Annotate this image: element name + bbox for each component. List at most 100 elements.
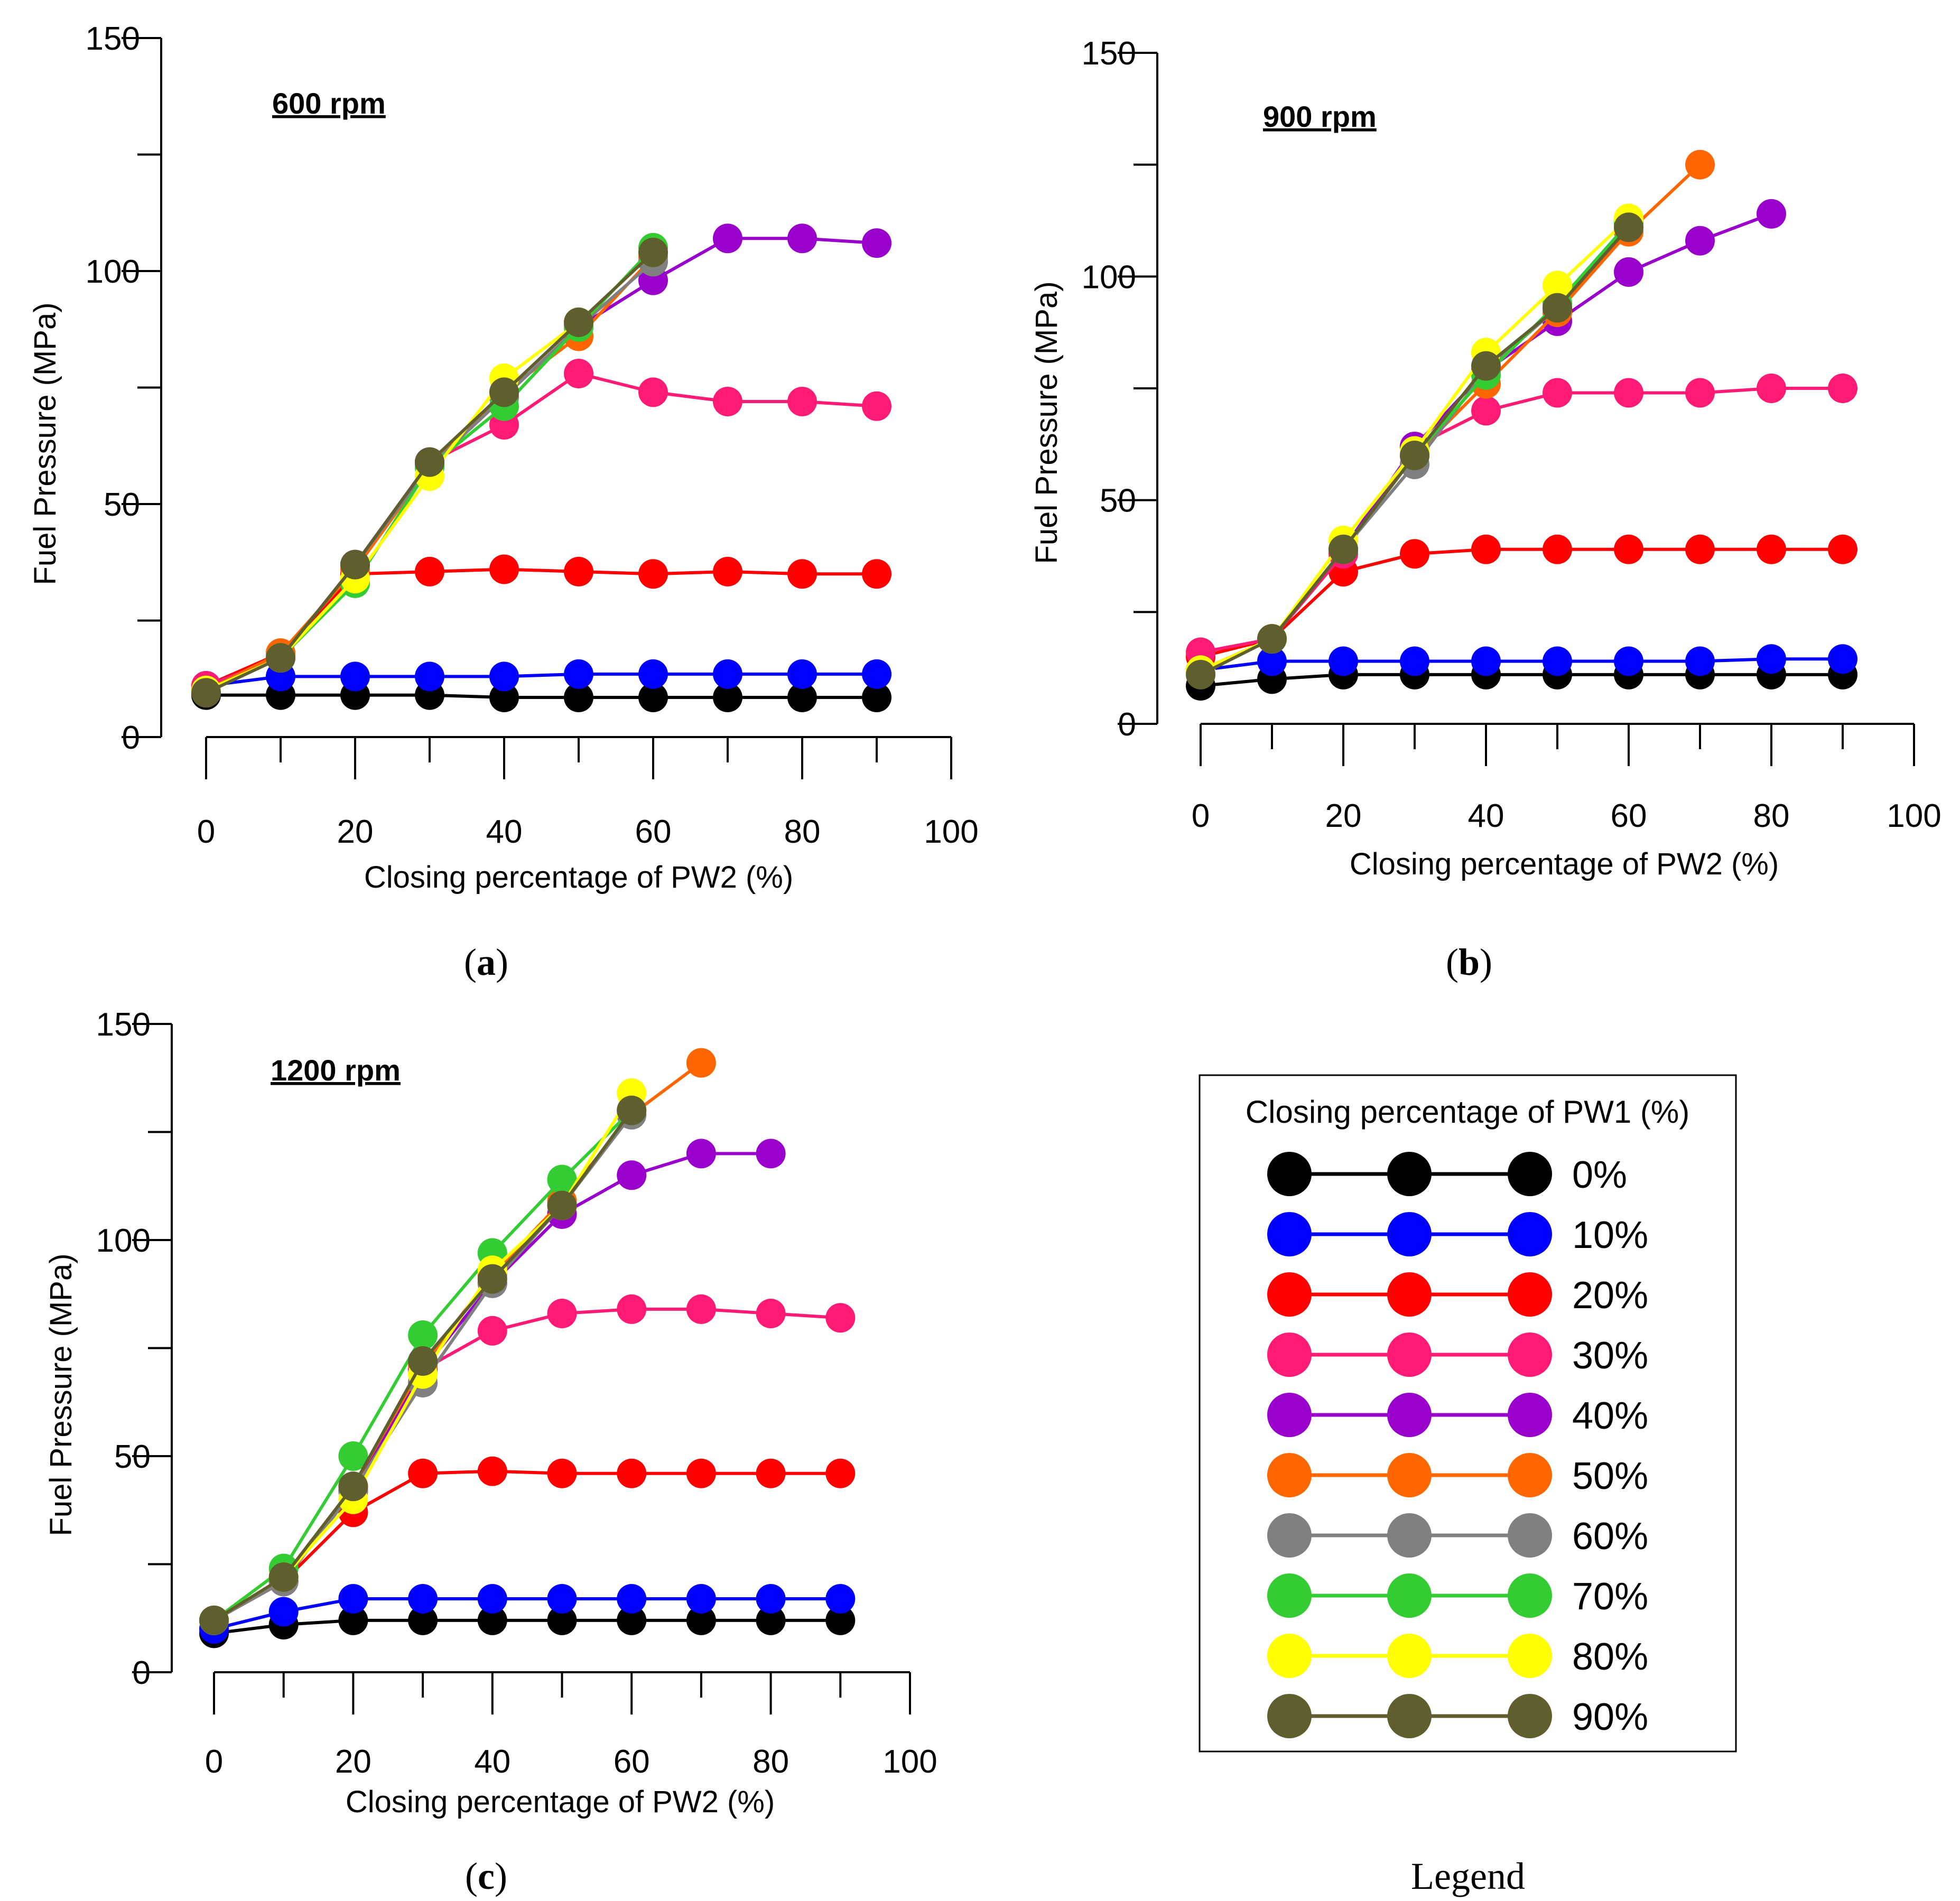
data-point xyxy=(638,237,668,267)
data-point xyxy=(477,1583,507,1614)
axes-a: 0 50 100 150 0 20 40 60 80 100 xyxy=(86,21,979,850)
data-point xyxy=(477,1316,507,1346)
data-point xyxy=(547,1299,577,1329)
legend-entry-30pct: 30% xyxy=(1267,1332,1648,1377)
series-line xyxy=(206,672,877,687)
series-b-10pct xyxy=(1186,644,1857,685)
legend-marker xyxy=(1267,1393,1312,1437)
data-point xyxy=(1186,659,1215,689)
legend-entry-60pct: 60% xyxy=(1267,1513,1648,1558)
legend-label: 50% xyxy=(1572,1455,1648,1497)
legend-marker xyxy=(1267,1694,1312,1738)
series-line xyxy=(213,1307,841,1622)
data-point xyxy=(638,559,668,589)
data-point xyxy=(338,1441,368,1471)
data-point xyxy=(547,1190,577,1220)
legend-marker xyxy=(1508,1573,1552,1618)
data-point xyxy=(1614,534,1643,564)
data-point xyxy=(1471,534,1501,564)
series-line xyxy=(213,1152,771,1622)
legend-marker xyxy=(1267,1513,1312,1558)
legend-marker xyxy=(1267,1634,1312,1678)
legend-marker xyxy=(1387,1513,1432,1558)
data-point xyxy=(617,1583,647,1614)
data-point xyxy=(477,1264,507,1294)
data-point xyxy=(1471,351,1501,381)
data-point xyxy=(1685,646,1715,676)
data-point xyxy=(547,1458,577,1488)
data-point xyxy=(756,1299,786,1329)
x-tick-label-b: 0 xyxy=(1192,798,1210,834)
series-line xyxy=(1200,673,1843,688)
y-tick-label-b: 150 xyxy=(1082,35,1136,72)
y-tick-label-c: 150 xyxy=(96,1007,151,1043)
data-point xyxy=(686,1458,716,1488)
y-tick-label-b: 0 xyxy=(1118,706,1136,743)
data-point xyxy=(199,1605,229,1635)
legend-marker xyxy=(1387,1272,1432,1317)
data-point xyxy=(638,377,668,407)
legend-marker xyxy=(1387,1212,1432,1256)
series-line xyxy=(213,1469,841,1622)
x-axis-title-c: Closing percentage of PW2 (%) xyxy=(346,1785,775,1819)
y-tick-label-a: 100 xyxy=(86,254,140,290)
data-point xyxy=(1757,199,1786,229)
data-point xyxy=(408,1458,438,1488)
series-a-20pct xyxy=(191,554,891,701)
data-point xyxy=(564,683,593,713)
legend-marker xyxy=(1387,1573,1432,1618)
legend-marker xyxy=(1508,1332,1552,1377)
data-point xyxy=(617,1294,647,1324)
legend-marker xyxy=(1387,1152,1432,1196)
data-point xyxy=(617,1095,647,1125)
data-point xyxy=(564,359,593,389)
axes-b: 0 50 100 150 0 20 40 60 80 100 xyxy=(1082,35,1942,834)
data-point xyxy=(1685,534,1715,564)
data-point xyxy=(1329,646,1358,676)
series-b-0pct xyxy=(1186,659,1857,701)
series-b-40pct xyxy=(1186,199,1786,685)
legend-label: 40% xyxy=(1572,1395,1648,1437)
data-point xyxy=(415,661,444,692)
data-point xyxy=(408,1346,438,1376)
data-point xyxy=(1685,226,1715,256)
data-point xyxy=(547,1164,577,1195)
series-a-30pct xyxy=(191,359,891,701)
data-point xyxy=(1614,378,1643,408)
series-line xyxy=(1200,547,1843,658)
series-a-40pct xyxy=(191,223,891,705)
legend-label: 70% xyxy=(1572,1576,1648,1618)
data-point xyxy=(340,661,370,692)
data-point xyxy=(756,1605,786,1635)
data-point xyxy=(1257,646,1287,676)
data-point xyxy=(825,1458,856,1488)
series-b-90pct xyxy=(1186,212,1643,689)
x-tick-label-a: 40 xyxy=(486,814,523,850)
x-tick-label-c: 40 xyxy=(474,1744,510,1780)
data-point xyxy=(1614,646,1643,676)
x-tick-label-b: 80 xyxy=(1753,798,1790,834)
x-tick-label-a: 20 xyxy=(337,814,374,850)
y-axis-title-a: Fuel Pressure (MPa) xyxy=(28,302,62,585)
data-point xyxy=(338,1605,368,1635)
data-point xyxy=(686,1583,716,1614)
legend-entry-20pct: 20% xyxy=(1267,1272,1648,1317)
x-tick-label-a: 60 xyxy=(635,814,672,850)
x-tick-label-c: 80 xyxy=(753,1744,789,1780)
data-point xyxy=(1471,646,1501,676)
x-tick-label-b: 20 xyxy=(1325,798,1362,834)
series-b-20pct xyxy=(1186,534,1857,672)
data-point xyxy=(713,556,742,586)
series-line xyxy=(213,1597,841,1631)
data-point xyxy=(1543,293,1572,323)
data-point xyxy=(564,307,593,338)
data-point xyxy=(415,447,444,477)
data-point xyxy=(1614,212,1643,243)
series-c-50pct xyxy=(199,1048,716,1635)
data-point xyxy=(825,1605,856,1635)
legend-marker xyxy=(1508,1513,1552,1558)
data-point xyxy=(408,1605,438,1635)
series-c-90pct xyxy=(199,1095,647,1635)
data-point xyxy=(862,391,891,421)
